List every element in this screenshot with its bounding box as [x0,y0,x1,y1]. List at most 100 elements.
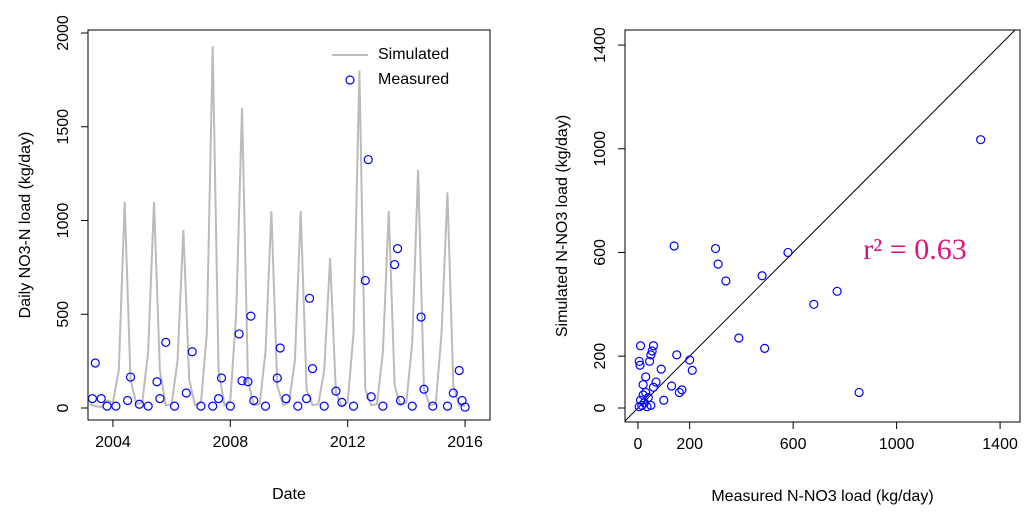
point [395,395,406,406]
point [304,293,315,303]
y-tick-label: 1400 [592,27,609,63]
point [710,243,721,254]
y-tick-label: 2000 [55,15,72,51]
point [196,401,206,411]
x-tick-label: 1400 [982,436,1018,453]
point [90,358,100,368]
x-tick-label: 0 [633,436,642,453]
legend-label: Measured [378,71,449,88]
point [155,394,165,404]
point [319,401,329,411]
point [648,382,659,392]
x-tick-label: 200 [676,436,703,453]
point [249,395,259,406]
point [272,373,282,383]
point [187,347,197,357]
y-tick-label: 500 [55,301,72,328]
y-axis-label: Daily NO3-N load (kg/day) [17,132,34,319]
point [809,299,819,309]
point [161,337,171,347]
point [854,387,864,398]
point [638,380,648,390]
point [216,373,227,383]
y-tick-label: 600 [592,239,609,266]
point [111,401,121,411]
point [460,402,470,412]
point [87,394,98,404]
legend-marker [345,75,355,85]
point [638,390,648,400]
point [976,135,986,145]
y-tick-label: 200 [592,343,609,370]
point [659,395,669,405]
point [125,372,136,382]
x-axis-label: Date [272,486,306,503]
one-to-one-line [624,29,1016,422]
point [721,276,731,286]
plot-frame [624,29,1021,423]
point [648,341,659,351]
point [143,401,153,411]
point [378,401,388,411]
point [302,394,312,404]
point [634,402,644,412]
point [646,350,656,360]
plot-frame [87,29,491,421]
point [713,259,723,269]
point [181,388,191,398]
point [651,377,661,387]
x-tick-label: 2004 [95,434,131,451]
point [757,271,767,281]
series-line [89,46,466,409]
point [448,388,458,398]
point [635,395,646,405]
point [669,241,679,251]
point [360,275,370,286]
point [647,346,657,356]
point [442,401,453,411]
point [416,312,426,322]
point [428,401,438,411]
point [392,244,403,254]
point [672,350,682,360]
point [96,394,106,404]
point [213,394,224,404]
point [641,387,651,398]
point [225,401,235,411]
point [656,364,666,374]
point [134,399,144,409]
y-tick-label: 1500 [55,109,72,145]
y-tick-label: 1000 [592,131,609,167]
point [646,400,656,411]
point [246,311,256,321]
point [674,387,684,398]
point [337,397,347,407]
y-tick-label: 0 [592,403,609,412]
point [407,401,417,411]
x-tick-label: 2008 [213,434,249,451]
point [390,259,400,270]
point [760,343,770,353]
point [666,381,677,391]
point [169,401,180,411]
y-axis-label: Simulated N-NO3 load (kg/day) [554,115,571,337]
x-tick-label: 1000 [879,436,915,453]
point [102,401,112,411]
legend-label: Simulated [378,46,449,63]
point [281,394,291,404]
point [331,386,341,396]
x-tick-label: 2016 [447,434,483,451]
point [123,395,133,406]
point [208,401,218,411]
y-tick-label: 1000 [55,203,72,239]
point [734,333,744,343]
point [293,401,303,411]
point [237,376,247,386]
point [419,384,429,394]
point [783,247,793,258]
point [363,154,373,165]
point [260,401,271,411]
point [832,286,842,296]
x-tick-label: 2012 [330,434,366,451]
